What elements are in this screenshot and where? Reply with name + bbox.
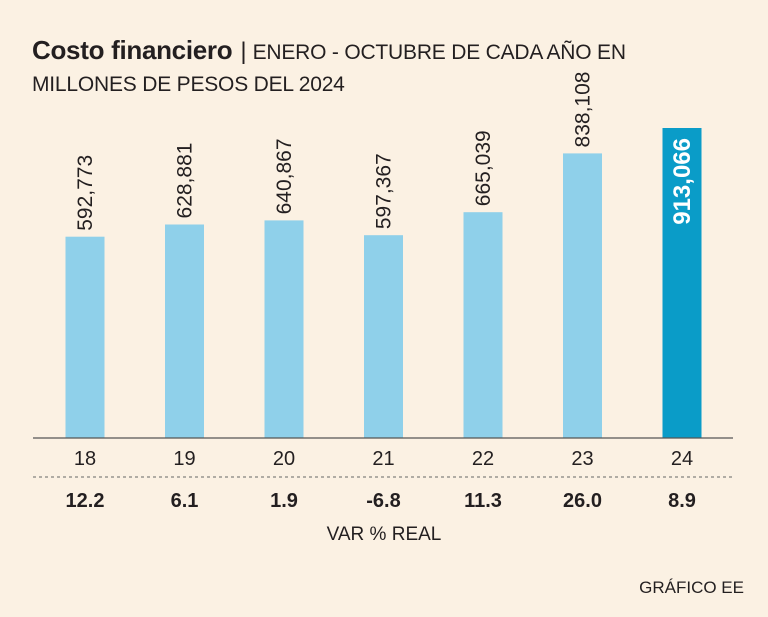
bar-value-label-20: 640,867 <box>273 138 296 214</box>
bar-value-label-22: 665,039 <box>472 130 495 206</box>
bar-18 <box>65 236 105 438</box>
var-value-18: 12.2 <box>66 490 105 512</box>
var-value-22: 11.3 <box>464 490 502 512</box>
bar-value-label-21: 597,367 <box>373 153 396 229</box>
bar-21 <box>364 235 403 438</box>
x-tick-label-19: 19 <box>173 448 195 470</box>
chart-title-line: Costo financiero | ENERO - OCTUBRE DE CADA… <box>32 33 626 72</box>
x-tick-label-20: 20 <box>273 448 295 470</box>
chart-subtitle-line2: MILLONES DE PESOS DEL 2024 <box>32 73 345 96</box>
bar-value-label-24: 913,066 <box>669 138 696 225</box>
var-value-24: 8.9 <box>668 490 696 512</box>
title-separator: | <box>240 38 247 65</box>
var-value-21: -6.8 <box>366 490 400 512</box>
var-real-label: VAR % REAL <box>326 524 442 545</box>
bar-value-label-23: 838,108 <box>572 72 595 148</box>
var-value-19: 6.1 <box>171 490 199 512</box>
bar-24 <box>662 128 702 438</box>
bar-20 <box>264 220 304 438</box>
chart-subtitle-line1: ENERO - OCTUBRE DE CADA AÑO EN <box>252 41 626 64</box>
bar-23 <box>563 153 602 438</box>
bar-value-label-19: 628,881 <box>174 143 197 219</box>
x-tick-label-23: 23 <box>571 448 593 470</box>
bar-22 <box>463 212 503 438</box>
chart-credit: GRÁFICO EE <box>639 578 744 597</box>
var-value-23: 26.0 <box>563 490 602 512</box>
chart-title: Costo financiero <box>32 35 233 65</box>
x-tick-label-22: 22 <box>472 448 494 470</box>
x-tick-label-24: 24 <box>671 448 693 470</box>
x-tick-label-18: 18 <box>74 448 96 470</box>
bar-value-label-18: 592,773 <box>74 155 97 231</box>
bar-19 <box>165 224 204 438</box>
x-tick-label-21: 21 <box>372 448 394 470</box>
var-value-20: 1.9 <box>270 490 298 512</box>
